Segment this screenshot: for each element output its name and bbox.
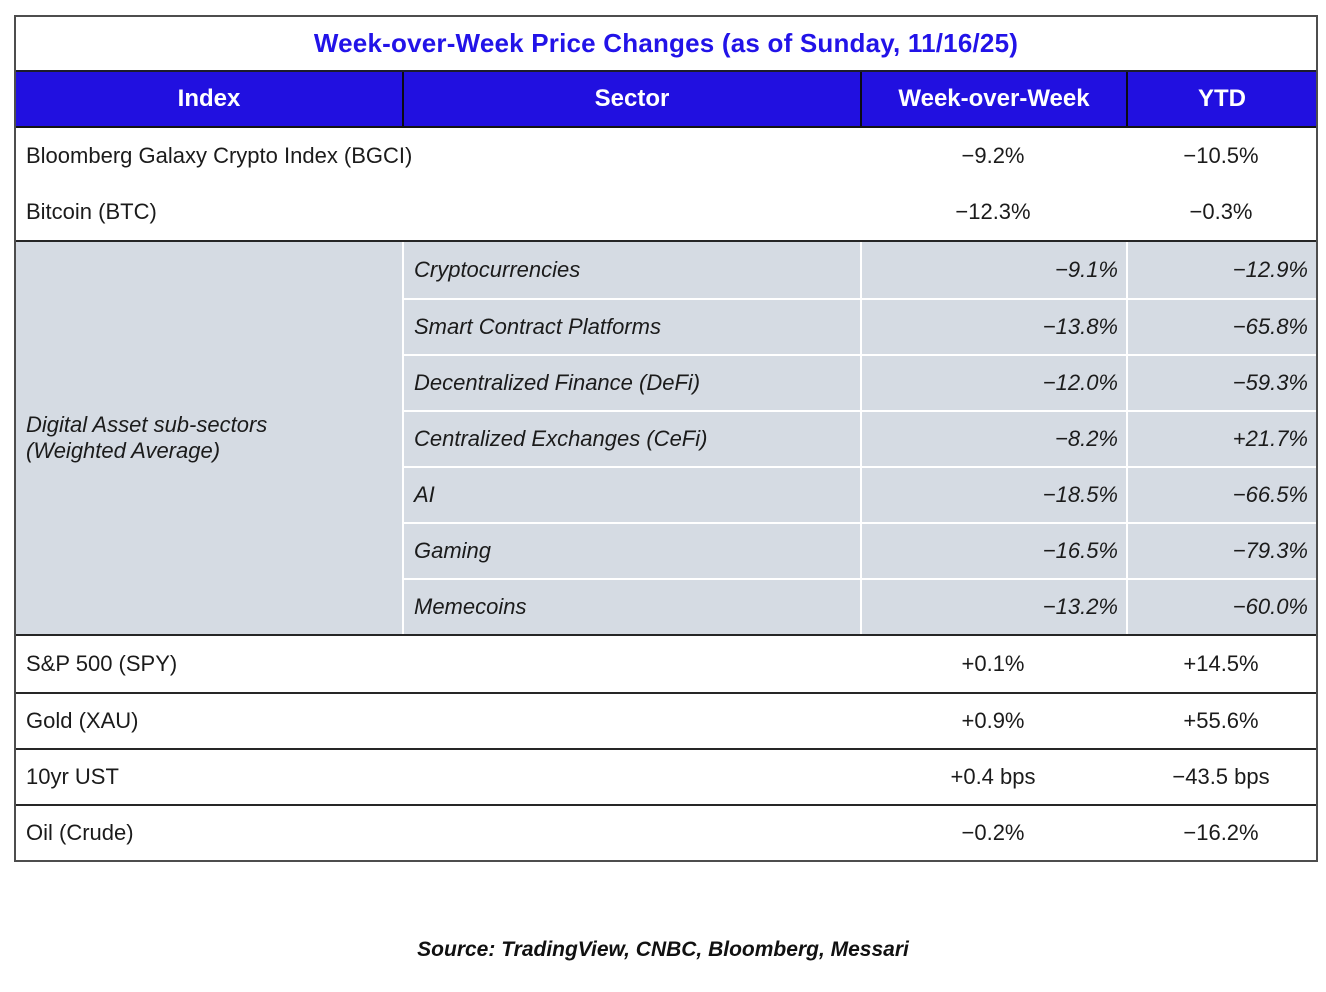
- sector-label: Memecoins: [414, 594, 527, 619]
- ytd-value: +21.7%: [1126, 412, 1316, 466]
- wow-value: −12.0%: [860, 356, 1126, 410]
- digital-asset-subrows: Cryptocurrencies −9.1% −12.9% Smart Cont…: [402, 242, 1316, 634]
- sector-label: Smart Contract Platforms: [414, 314, 661, 339]
- index-label: Bitcoin (BTC): [26, 199, 157, 224]
- ytd-value: −60.0%: [1126, 580, 1316, 634]
- table-row: S&P 500 (SPY) +0.1% +14.5%: [16, 636, 1316, 692]
- ytd-value: +55.6%: [1183, 708, 1259, 733]
- ytd-value: −0.3%: [1189, 199, 1253, 224]
- col-header-index: Index: [177, 85, 241, 112]
- wow-value: −0.2%: [961, 820, 1025, 845]
- wow-value: −13.8%: [860, 300, 1126, 354]
- top-section: Bloomberg Galaxy Crypto Index (BGCI) −9.…: [16, 128, 1316, 242]
- col-header-week-over-week: Week-over-Week: [860, 72, 1126, 126]
- table-row: Memecoins −13.2% −60.0%: [404, 578, 1316, 634]
- col-header-sector: Sector: [402, 72, 860, 126]
- table-row: AI −18.5% −66.5%: [404, 466, 1316, 522]
- digital-asset-section: Digital Asset sub-sectors (Weighted Aver…: [16, 242, 1316, 636]
- table-row: Smart Contract Platforms −13.8% −65.8%: [404, 298, 1316, 354]
- table-title-row: Week-over-Week Price Changes (as of Sund…: [16, 17, 1316, 72]
- index-label: Bloomberg Galaxy Crypto Index (BGCI): [26, 143, 413, 168]
- table-row: Gaming −16.5% −79.3%: [404, 522, 1316, 578]
- sector-label: Cryptocurrencies: [414, 257, 581, 282]
- index-label: S&P 500 (SPY): [26, 651, 178, 676]
- col-header-ytd: YTD: [1126, 72, 1316, 126]
- wow-value: −8.2%: [860, 412, 1126, 466]
- ytd-value: −10.5%: [1183, 143, 1259, 168]
- index-label-digital-assets: Digital Asset sub-sectors (Weighted Aver…: [26, 411, 268, 463]
- ytd-value: −16.2%: [1183, 820, 1259, 845]
- ytd-value: −12.9%: [1126, 242, 1316, 298]
- ytd-value: +14.5%: [1183, 651, 1259, 676]
- wow-value: −18.5%: [860, 468, 1126, 522]
- index-label: Gold (XAU): [26, 708, 139, 733]
- sector-label: Decentralized Finance (DeFi): [414, 370, 701, 395]
- index-label: 10yr UST: [26, 764, 119, 789]
- ytd-value: −79.3%: [1126, 524, 1316, 578]
- index-label: Oil (Crude): [26, 820, 134, 845]
- table-row: 10yr UST +0.4 bps −43.5 bps: [16, 748, 1316, 804]
- ytd-value: −59.3%: [1126, 356, 1316, 410]
- wow-value: +0.4 bps: [950, 764, 1036, 789]
- table-row: Oil (Crude) −0.2% −16.2%: [16, 804, 1316, 860]
- table-row: Gold (XAU) +0.9% +55.6%: [16, 692, 1316, 748]
- wow-value: −16.5%: [860, 524, 1126, 578]
- table-row: Bloomberg Galaxy Crypto Index (BGCI) −9.…: [16, 128, 1316, 184]
- sector-label: Gaming: [414, 538, 492, 563]
- wow-value: −13.2%: [860, 580, 1126, 634]
- wow-value: +0.9%: [961, 708, 1025, 733]
- bottom-section: S&P 500 (SPY) +0.1% +14.5% Gold (XAU) +0…: [16, 636, 1316, 860]
- sector-label: Centralized Exchanges (CeFi): [414, 426, 708, 451]
- table-row: Bitcoin (BTC) −12.3% −0.3%: [16, 184, 1316, 240]
- wow-value: −12.3%: [955, 199, 1031, 224]
- price-changes-table: Week-over-Week Price Changes (as of Sund…: [14, 15, 1318, 862]
- ytd-value: −66.5%: [1126, 468, 1316, 522]
- table-title: Week-over-Week Price Changes (as of Sund…: [313, 28, 1019, 58]
- table-row: Decentralized Finance (DeFi) −12.0% −59.…: [404, 354, 1316, 410]
- sector-label: AI: [414, 482, 435, 507]
- table-row: Centralized Exchanges (CeFi) −8.2% +21.7…: [404, 410, 1316, 466]
- source-caption: Source: TradingView, CNBC, Bloomberg, Me…: [417, 938, 909, 961]
- table-header-row: Index Sector Week-over-Week YTD: [16, 72, 1316, 128]
- ytd-value: −65.8%: [1126, 300, 1316, 354]
- wow-value: −9.1%: [860, 242, 1126, 298]
- ytd-value: −43.5 bps: [1172, 764, 1270, 789]
- wow-value: −9.2%: [961, 143, 1025, 168]
- wow-value: +0.1%: [961, 651, 1025, 676]
- table-row: Cryptocurrencies −9.1% −12.9%: [404, 242, 1316, 298]
